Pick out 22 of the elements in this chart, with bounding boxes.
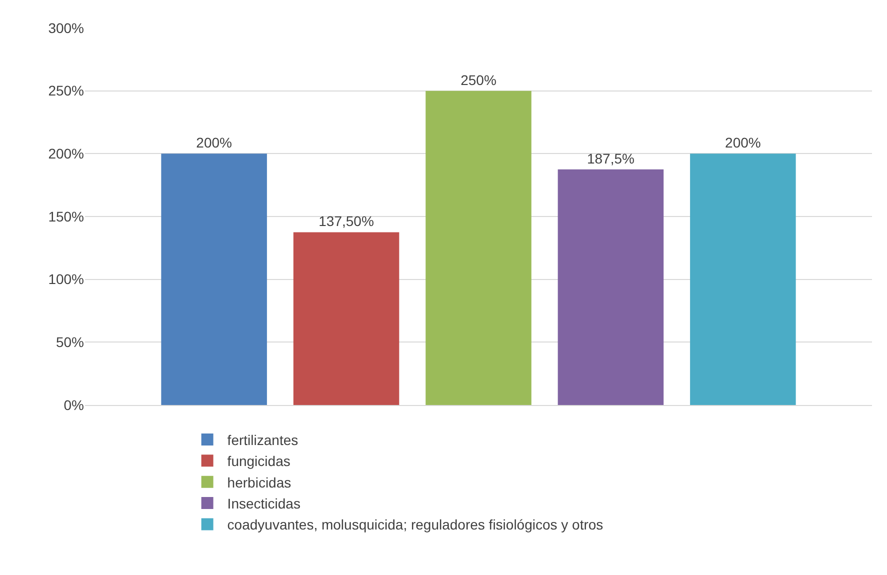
data-label: 250% — [460, 72, 496, 88]
y-tick-label: 50% — [56, 334, 84, 350]
data-label: 137,50% — [318, 213, 374, 230]
legend-label: fungicidas — [227, 453, 290, 470]
bar — [161, 154, 267, 405]
bar — [293, 232, 400, 405]
bar — [690, 154, 796, 405]
bar — [558, 169, 664, 405]
bar — [426, 90, 532, 405]
y-tick-label: 0% — [64, 396, 84, 413]
legend-label: Insecticidas — [227, 496, 300, 512]
y-tick-label: 250% — [48, 82, 84, 99]
y-tick-label: 150% — [48, 208, 84, 224]
y-tick-label: 300% — [48, 20, 84, 36]
y-tick-label: 200% — [48, 146, 84, 162]
data-label: 200% — [196, 134, 232, 151]
legend-label: herbicidas — [227, 474, 292, 490]
y-tick-label: 100% — [48, 271, 84, 288]
data-label: 200% — [725, 134, 761, 151]
legend-label: coadyuvantes, molusquicida; reguladores fisiológicos y otros — [227, 516, 604, 533]
legend-label: fertilizantes — [227, 432, 298, 448]
data-label: 187,5% — [586, 150, 634, 166]
